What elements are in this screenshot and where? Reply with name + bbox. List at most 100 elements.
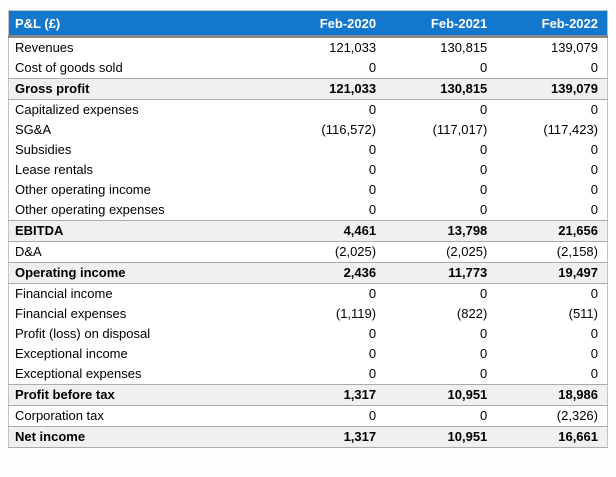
value-cell: 0 [368, 60, 377, 75]
value-cell: 0 [368, 286, 377, 301]
value-cell: 0 [590, 162, 598, 177]
value-cell: 0 [590, 286, 598, 301]
row-label: Corporation tax [15, 408, 104, 423]
value-cell: 11,773 [385, 262, 497, 284]
value-cell: 0 [480, 286, 488, 301]
value-cell: 19,497 [496, 262, 608, 284]
table-row: Revenues 121,033 130,815 139,079 [9, 37, 608, 59]
table-row: Subsidies 0 0 0 [9, 140, 608, 160]
value-cell: 0 [480, 182, 488, 197]
row-label: Exceptional expenses [15, 366, 142, 381]
table-row: Financial expenses (1,119) (822) (511) [9, 304, 608, 324]
value-cell: 130,815 [440, 40, 488, 55]
value-cell: (2,326) [556, 408, 598, 423]
total-row: Operating income 2,436 11,773 19,497 [8, 262, 608, 284]
value-cell: 0 [368, 366, 377, 381]
row-label: Exceptional income [15, 346, 128, 361]
table-row: Corporation tax 0 0 (2,326) [9, 406, 608, 427]
value-cell: 0 [480, 60, 488, 75]
value-cell: 139,079 [496, 78, 608, 100]
value-cell: 0 [368, 162, 377, 177]
row-label: Financial income [15, 286, 113, 301]
value-cell: (116,572) [321, 122, 377, 137]
value-cell: (2,158) [556, 244, 598, 259]
value-cell: 0 [590, 102, 598, 117]
row-label: Subsidies [15, 142, 72, 157]
total-row: Gross profit 121,033 130,815 139,079 [8, 78, 608, 100]
table-row: Other operating income 0 0 0 [9, 180, 608, 200]
value-cell: 0 [368, 142, 377, 157]
total-row: EBITDA 4,461 13,798 21,656 [8, 220, 608, 242]
value-cell: 0 [368, 326, 377, 341]
value-cell: 139,079 [551, 40, 598, 55]
value-cell: 1,317 [273, 384, 386, 406]
table-header: P&L (£) Feb-2020 Feb-2021 Feb-2022 [8, 10, 608, 38]
value-cell: 0 [368, 408, 377, 423]
value-cell: 0 [480, 102, 488, 117]
row-label: EBITDA [8, 220, 274, 242]
column-header-feb-2022: Feb-2022 [496, 10, 608, 38]
total-row: Profit before tax 1,317 10,951 18,986 [8, 384, 608, 406]
pnl-table: P&L (£) Feb-2020 Feb-2021 Feb-2022 Reven… [8, 10, 608, 448]
value-cell: 0 [590, 366, 598, 381]
value-cell: 0 [480, 326, 488, 341]
value-cell: 0 [368, 182, 377, 197]
value-cell: 0 [590, 182, 598, 197]
table-row: D&A (2,025) (2,025) (2,158) [9, 242, 608, 263]
value-cell: 0 [368, 202, 377, 217]
row-label: Operating income [8, 262, 274, 284]
value-cell: 0 [480, 142, 488, 157]
value-cell: 0 [590, 346, 598, 361]
value-cell: 130,815 [385, 78, 497, 100]
table-title: P&L (£) [8, 10, 274, 38]
value-cell: 0 [590, 142, 598, 157]
table-row: Profit (loss) on disposal 0 0 0 [9, 324, 608, 344]
value-cell: (2,025) [446, 244, 488, 259]
row-label: Other operating expenses [15, 202, 165, 217]
value-cell: 0 [368, 102, 377, 117]
value-cell: (117,423) [543, 122, 598, 137]
value-cell: 0 [480, 366, 488, 381]
value-cell: 0 [590, 60, 598, 75]
value-cell: 0 [480, 346, 488, 361]
value-cell: 0 [368, 346, 377, 361]
value-cell: 0 [590, 202, 598, 217]
table-row: SG&A (116,572) (117,017) (117,423) [9, 120, 608, 140]
row-label: Revenues [15, 40, 74, 55]
table-row: Cost of goods sold 0 0 0 [9, 58, 608, 79]
value-cell: 10,951 [385, 426, 497, 448]
value-cell: 0 [480, 162, 488, 177]
value-cell: 10,951 [385, 384, 497, 406]
value-cell: (1,119) [335, 306, 377, 321]
value-cell: 121,033 [273, 78, 386, 100]
value-cell: 0 [590, 326, 598, 341]
table-row: Lease rentals 0 0 0 [9, 160, 608, 180]
value-cell: (511) [568, 306, 598, 321]
column-header-feb-2020: Feb-2020 [273, 10, 386, 38]
row-label: Profit before tax [8, 384, 274, 406]
value-cell: 0 [480, 202, 488, 217]
value-cell: (2,025) [334, 244, 377, 259]
value-cell: 16,661 [496, 426, 608, 448]
value-cell: 4,461 [273, 220, 386, 242]
column-header-feb-2021: Feb-2021 [385, 10, 497, 38]
value-cell: 1,317 [273, 426, 386, 448]
table-row: Financial income 0 0 0 [9, 284, 608, 305]
row-label: Profit (loss) on disposal [15, 326, 151, 341]
row-label: Net income [8, 426, 274, 448]
value-cell: 121,033 [329, 40, 377, 55]
row-label: SG&A [15, 122, 52, 137]
value-cell: 0 [480, 408, 488, 423]
pnl-statement-table: P&L (£) Feb-2020 Feb-2021 Feb-2022 Reven… [8, 10, 608, 448]
row-label: Cost of goods sold [15, 60, 123, 75]
value-cell: 2,436 [273, 262, 386, 284]
row-label: Gross profit [8, 78, 274, 100]
row-label: Other operating income [15, 182, 151, 197]
table-row: Exceptional income 0 0 0 [9, 344, 608, 364]
value-cell: (117,017) [432, 122, 488, 137]
table-row: Exceptional expenses 0 0 0 [9, 364, 608, 385]
table-row: Other operating expenses 0 0 0 [9, 200, 608, 221]
value-cell: 21,656 [496, 220, 608, 242]
row-label: D&A [15, 244, 42, 259]
value-cell: 13,798 [385, 220, 497, 242]
